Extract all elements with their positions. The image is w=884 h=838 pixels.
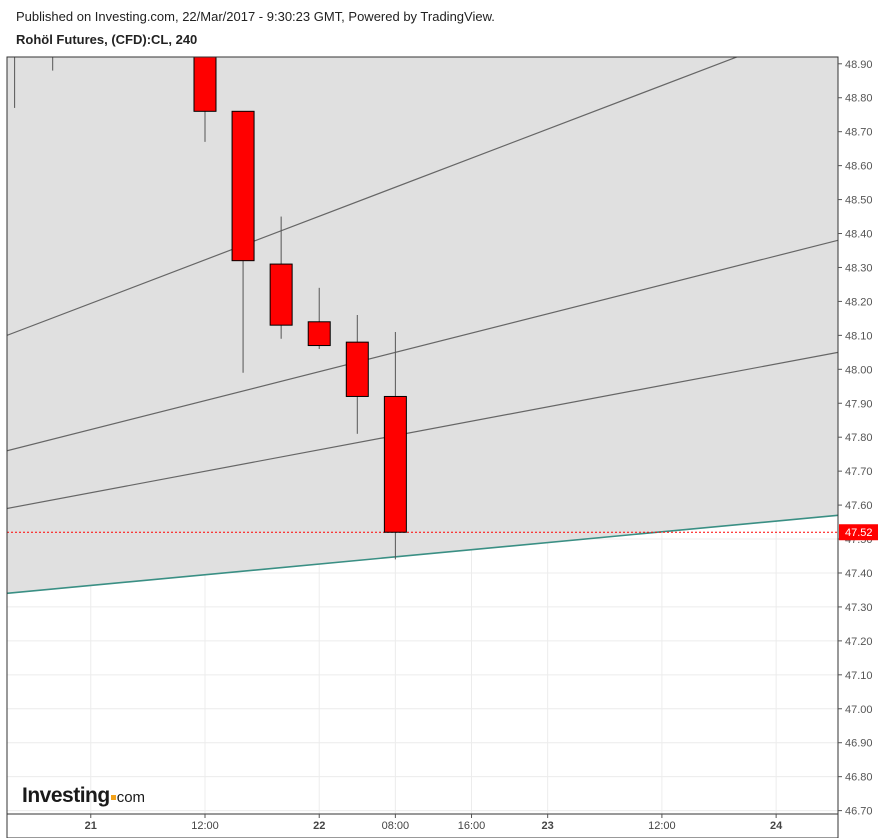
x-tick-label: 21 [85,820,97,832]
x-tick-label: 16:00 [458,820,486,832]
candle-body [42,40,64,43]
y-tick-label: 47.70 [845,466,873,478]
y-tick-label: 48.10 [845,330,873,342]
y-tick-label: 48.00 [845,364,873,376]
y-tick-label: 47.90 [845,398,873,410]
x-tick-label: 24 [770,820,783,832]
y-tick-label: 48.90 [845,59,873,71]
y-tick-label: 47.80 [845,432,873,444]
y-tick-label: 46.70 [845,806,873,818]
channel-line [7,57,739,336]
candle-body [269,263,293,326]
y-tick-label: 47.10 [845,670,873,682]
y-tick-label: 48.70 [845,127,873,139]
y-tick-label: 46.80 [845,772,873,784]
candle-body [193,57,217,112]
price-label-box [839,524,878,541]
investing-logo: Investing com [22,784,146,807]
y-tick-label: 48.60 [845,161,873,173]
last-price-label: 47.52 [839,524,878,541]
x-axis-area [6,813,839,838]
y-tick-label: 48.20 [845,296,873,308]
x-tick-label: 12:00 [191,820,219,832]
candle-body [4,40,26,47]
y-tick-label: 46.90 [845,738,873,750]
channel-lines [7,57,838,510]
y-axis: 48.90 48.80 48.70 48.60 48.50 48.40 48.30 48.20… [838,59,873,818]
y-tick-label: 48.40 [845,229,873,241]
candle-body [383,395,407,533]
price-label-text: 47.52 [845,527,873,539]
channel-line [7,239,838,452]
candle-body [231,110,255,262]
y-tick-label: 48.50 [845,195,873,207]
y-tick-label: 48.80 [845,93,873,105]
candle-body [345,341,369,397]
y-tick-label: 47.40 [845,568,873,580]
x-tick-label: 12:00 [648,820,676,832]
support-trendline [7,514,838,595]
y-tick-label: 47.20 [845,636,873,648]
x-axis: 21 12:00 22 08:00 16:00 23 12:00 24 [85,814,783,832]
y-tick-label: 47.60 [845,500,873,512]
channel-fill [7,57,838,594]
y-tick-label: 47.00 [845,704,873,716]
x-tick-label: 23 [542,820,554,832]
published-info: Published on Investing.com, 22/Mar/2017 … [16,9,495,24]
candle-body [307,321,331,347]
y-tick-label: 48.30 [845,262,873,274]
y-tick-label: 47.30 [845,602,873,614]
logo-dot [110,795,116,800]
x-tick-label: 22 [313,820,325,832]
candles [4,40,407,560]
channel-line [7,351,838,510]
chart-symbol-title: Rohöl Futures, (CFD):CL, 240 [16,32,198,47]
x-tick-label: 08:00 [382,820,410,832]
